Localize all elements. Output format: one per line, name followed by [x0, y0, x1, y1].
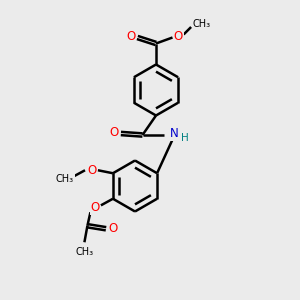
Text: CH₃: CH₃ [56, 174, 74, 184]
Text: CH₃: CH₃ [75, 247, 94, 257]
Text: O: O [108, 222, 117, 235]
Text: CH₃: CH₃ [193, 19, 211, 29]
Text: O: O [110, 125, 119, 139]
Text: O: O [87, 164, 97, 177]
Text: O: O [90, 201, 100, 214]
Text: O: O [126, 29, 135, 43]
Text: H: H [182, 133, 189, 143]
Text: N: N [169, 127, 178, 140]
Text: O: O [174, 29, 183, 43]
